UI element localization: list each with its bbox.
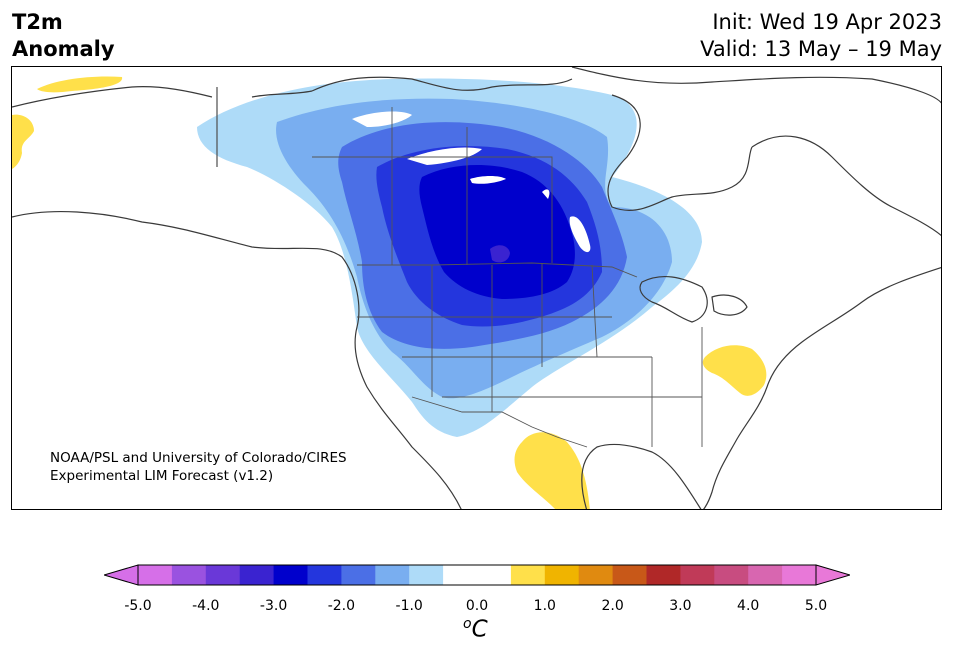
credit-text: NOAA/PSL and University of Colorado/CIRE… (50, 449, 347, 485)
anomaly-deep-blue (490, 245, 510, 263)
units-label: oC (463, 616, 488, 643)
colorbar-segment (443, 565, 478, 585)
great-lakes (639, 276, 748, 323)
credit-line-1: NOAA/PSL and University of Colorado/CIRE… (50, 450, 347, 466)
colorbar-tick-label: 0.0 (465, 598, 489, 614)
colorbar-tick-label: -1.0 (395, 598, 423, 614)
us-mexico-border (411, 396, 588, 448)
arctic-coast (311, 67, 941, 104)
colorbar-segment (748, 565, 783, 585)
coastlines (12, 67, 941, 509)
colorbar-segment (239, 565, 275, 585)
lake-marker-4 (569, 216, 591, 253)
lake-marker-5 (542, 189, 550, 199)
anomaly-dark-blue (419, 165, 575, 299)
colorbar-segment (171, 565, 207, 585)
gulf-coast (581, 443, 702, 509)
init-date: Init: Wed 19 Apr 2023 (712, 10, 942, 34)
colorbar-segment (544, 565, 580, 585)
colorbar-tick-label: 4.0 (737, 598, 760, 614)
lake-marker-3 (470, 176, 506, 184)
credit-line-2: Experimental LIM Forecast (v1.2) (50, 468, 274, 484)
colorbar-over-triangle (815, 564, 850, 586)
anomaly-yellow-mexico (514, 432, 590, 509)
hudson-bay (607, 94, 753, 211)
colorbar-segment (341, 565, 376, 585)
colorbar-tick-label: 3.0 (669, 598, 692, 614)
colorbar-tick-label: -4.0 (192, 598, 220, 614)
political-borders (216, 87, 703, 448)
forecast-dates: Init: Wed 19 Apr 2023 Valid: 13 May – 19… (700, 9, 942, 63)
colorbar-segment (612, 565, 647, 585)
map-title: T2m Anomaly (12, 9, 115, 63)
anomaly-yellow-carolinas (702, 345, 767, 396)
us-canada-border (357, 262, 638, 278)
lake-marker-2 (407, 147, 482, 165)
colorbar-segment (477, 565, 512, 585)
colorbar-segment (138, 565, 173, 585)
anomaly-yellow-alaska (37, 76, 123, 93)
state-lines (312, 107, 703, 447)
units-degree: o (463, 616, 472, 632)
colorbar-under-triangle (104, 564, 139, 586)
colorbar-segment (307, 565, 342, 585)
west-coast (12, 210, 462, 509)
colorbar (104, 564, 850, 586)
colorbar-tick-label: -2.0 (327, 598, 356, 614)
colorbar-segment (680, 565, 715, 585)
colorbar-segment (375, 565, 410, 585)
colorbar-segment (273, 565, 308, 585)
east-coast (703, 267, 941, 509)
colorbar-tick-label: 2.0 (601, 598, 624, 614)
anomaly-map: NOAA/PSL and University of Colorado/CIRE… (11, 66, 942, 510)
colorbar-tick-label: -5.0 (124, 598, 152, 614)
colorbar-segment (578, 565, 614, 585)
title-line-1: T2m (12, 10, 63, 34)
colorbar-segment (714, 565, 749, 585)
title-line-2: Anomaly (12, 37, 115, 61)
map-canvas (12, 67, 941, 509)
colorbar-tick-label: -3.0 (259, 598, 288, 614)
colorbar-segment (409, 565, 444, 585)
colorbar-segment (646, 565, 681, 585)
colorbar-segment (782, 565, 817, 585)
colorbar-outline (137, 564, 817, 586)
colorbar-segment (205, 565, 241, 585)
lake-marker-1 (352, 111, 412, 127)
labrador-coast (751, 135, 941, 237)
anomaly-yellow-arctic (12, 114, 34, 169)
colorbar-segment (510, 565, 546, 585)
anomaly-fields (12, 76, 767, 509)
colorbar-tick-label: 5.0 (804, 598, 828, 614)
units-celsius: C (471, 616, 488, 643)
colorbar-segments (138, 565, 817, 585)
valid-range: Valid: 13 May – 19 May (700, 37, 942, 61)
colorbar-tick-label: 1.0 (533, 598, 556, 614)
